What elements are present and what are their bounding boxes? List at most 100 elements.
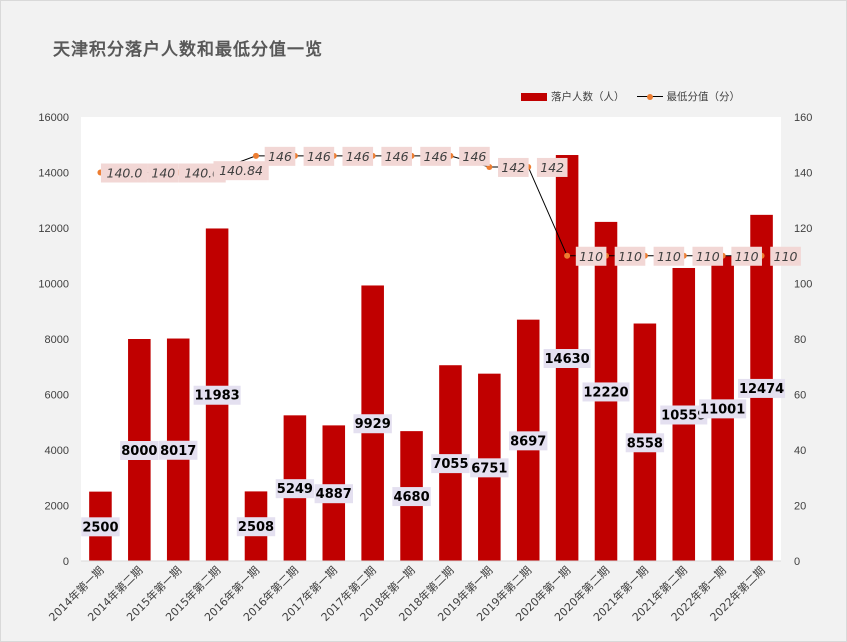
right-axis-tick-label: 140 [794, 168, 812, 180]
bar-data-label-bg [275, 479, 315, 499]
left-axis-tick-label: 4000 [45, 445, 69, 457]
right-axis-tick-label: 20 [794, 501, 806, 513]
bar-data-label: 9929 [355, 417, 391, 432]
line-data-label: 110 [657, 249, 681, 264]
bar-data-label: 8017 [160, 444, 196, 459]
line-data-label-bg [303, 146, 335, 166]
line-data-label-bg [614, 246, 646, 266]
bar-data-label: 5249 [277, 482, 313, 497]
bar-data-label: 10559 [661, 408, 706, 423]
bar-data-label: 11983 [194, 389, 239, 404]
line-data-label: 140.84 [219, 163, 263, 178]
bar-data-label-bg [625, 433, 665, 453]
line-data-label-bg [770, 246, 801, 266]
line-data-label: 142 [540, 160, 564, 175]
line-data-label: 146 [346, 149, 370, 164]
line-data-label: 140.0 [107, 166, 143, 181]
bar-data-label-bg [314, 484, 353, 504]
bar-data-label: 12220 [583, 385, 628, 400]
line-data-label-bg [381, 146, 412, 166]
line-data-label: 140 [151, 166, 175, 181]
legend-line-swatch [636, 93, 663, 101]
line-data-label-bg [731, 246, 762, 266]
left-axis-tick-label: 10000 [38, 279, 69, 291]
legend-bar-swatch [521, 92, 547, 101]
line-data-label-bg [100, 163, 148, 183]
bar-data-label-bg [509, 431, 548, 451]
line-data-label-bg [692, 246, 724, 266]
bar-data-label: 8697 [510, 434, 546, 449]
bar-data-label-bg [81, 517, 120, 537]
right-axis-tick-label: 60 [794, 390, 806, 402]
line-data-label-bg [264, 146, 296, 166]
left-axis-tick-label: 0 [63, 556, 69, 568]
right-axis-tick-label: 80 [794, 334, 806, 346]
line-data-label-bg [148, 163, 179, 183]
bar-data-label: 4887 [316, 487, 352, 502]
left-axis-tick-label: 16000 [38, 112, 69, 124]
bar-data-label-bg [120, 441, 159, 460]
line-data-label: 110 [696, 249, 720, 264]
line-data-label: 146 [268, 149, 292, 164]
right-axis-tick-label: 0 [794, 556, 800, 568]
line-data-label-bg [459, 146, 490, 166]
line-data-label-bg [420, 146, 451, 166]
line-data-label-bg [498, 157, 529, 177]
bar-data-label: 2508 [238, 520, 274, 535]
line-marker [564, 252, 571, 259]
left-axis-tick-label: 8000 [45, 334, 69, 346]
bar-data-label-bg [193, 385, 241, 405]
legend-item-bar: 落户人数（人） [521, 89, 625, 104]
line-data-label-bg [342, 146, 374, 166]
bar-data-label-bg [470, 458, 509, 478]
line-data-label: 146 [424, 149, 448, 164]
bar-data-label: 6751 [471, 461, 507, 476]
line-data-label-bg [213, 161, 269, 181]
bar-data-label-bg [660, 405, 708, 425]
line-data-label: 146 [307, 149, 331, 164]
line-data-label: 110 [618, 249, 642, 264]
legend: 落户人数（人） 最低分值（分） [521, 89, 752, 104]
chart-title: 天津积分落户人数和最低分值一览 [53, 40, 323, 60]
left-axis-tick-label: 14000 [38, 168, 69, 180]
bar-data-label-bg [738, 378, 786, 398]
line-data-label: 142 [501, 160, 525, 175]
right-axis-tick-label: 40 [794, 445, 806, 457]
line-data-label: 110 [774, 249, 798, 264]
line-data-label-bg [575, 246, 607, 266]
line-data-label: 110 [579, 249, 603, 264]
bar-data-label-bg [236, 517, 276, 537]
right-axis-tick-label: 120 [794, 223, 812, 235]
legend-bar-label: 落户人数（人） [551, 91, 625, 103]
bar-data-label: 4680 [393, 490, 429, 505]
bar-data-label: 2500 [82, 520, 118, 535]
left-axis-tick-label: 12000 [38, 223, 69, 235]
legend-line-label: 最低分值（分） [666, 91, 741, 103]
line-data-label: 146 [463, 149, 487, 164]
plot-background [81, 117, 781, 561]
bar-data-label-bg [353, 414, 392, 434]
bar-data-label-bg [582, 382, 630, 402]
line-data-label: 140.0 [184, 166, 220, 181]
bar-data-label: 8558 [627, 436, 663, 451]
bar-data-label: 7055 [432, 457, 468, 472]
bar-data-label-bg [159, 440, 198, 460]
bar-data-label: 8000 [121, 444, 157, 459]
bar-data-label: 11001 [700, 402, 745, 417]
right-axis-tick-label: 100 [794, 279, 812, 291]
legend-item-line: 最低分值（分） [636, 89, 741, 104]
line-marker [253, 152, 259, 159]
bar-data-label-bg [392, 487, 431, 507]
bar-data-label: 12474 [739, 382, 784, 397]
left-axis-tick-label: 2000 [45, 501, 69, 513]
bar-data-label-bg [543, 349, 591, 369]
line-data-label-bg [536, 157, 568, 177]
bar-data-label-bg [431, 454, 470, 474]
line-data-label-bg [653, 246, 685, 266]
bar-data-label-bg [699, 399, 747, 419]
line-data-label: 110 [735, 249, 759, 264]
right-axis-tick-label: 160 [794, 112, 812, 124]
bar-data-label: 14630 [544, 352, 589, 367]
